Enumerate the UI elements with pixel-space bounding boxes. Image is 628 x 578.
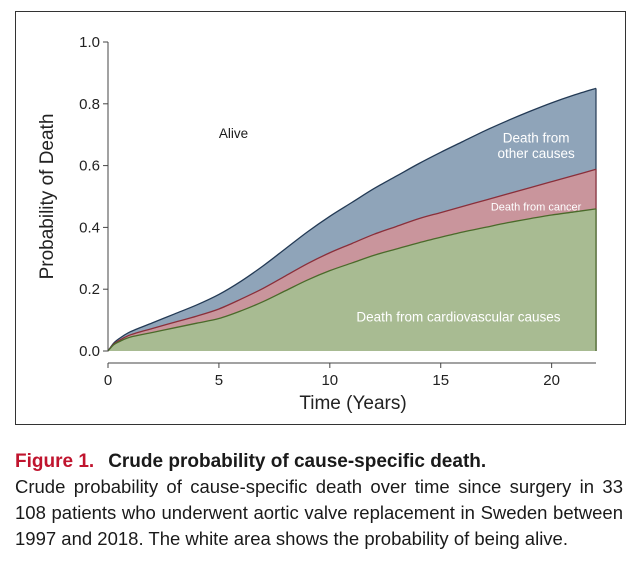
y-tick-label: 0.6 bbox=[79, 158, 100, 175]
caption-title: Crude probability of cause-specific deat… bbox=[108, 451, 487, 472]
line-death-from-cancer bbox=[107, 168, 597, 352]
x-tick-label: 5 bbox=[215, 372, 223, 389]
x-tick-label: 0 bbox=[104, 372, 112, 389]
annotation-label: Death from bbox=[503, 130, 570, 145]
annotation-label: Death from cancer bbox=[491, 201, 582, 213]
y-tick-label: 0.2 bbox=[79, 281, 100, 298]
stacked-area-chart: 0.0 0.2 0.4 0.6 0.8 1.0 0 5 10 15 20 Time (Years) Pr… bbox=[37, 34, 597, 414]
y-tick-label: 0.8 bbox=[79, 96, 100, 113]
x-tick-label: 10 bbox=[321, 372, 338, 389]
annotation-label: other causes bbox=[497, 146, 575, 161]
y-tick-label: 0.4 bbox=[79, 219, 100, 236]
figure-caption: Figure 1. Crude probability of cause-spec… bbox=[15, 450, 623, 552]
x-axis-title: Time (Years) bbox=[299, 393, 406, 414]
y-tick-label: 0.0 bbox=[79, 343, 100, 360]
x-tick-label: 20 bbox=[543, 372, 560, 389]
figure-label: Figure 1. bbox=[15, 451, 95, 472]
x-tick-label: 15 bbox=[432, 372, 449, 389]
annotation-label: Alive bbox=[219, 126, 248, 141]
line-death-from-cardiovascular-causes bbox=[107, 208, 597, 352]
y-axis-title: Probability of Death bbox=[37, 114, 58, 280]
figure-frame: 0.0 0.2 0.4 0.6 0.8 1.0 0 5 10 15 20 Time (Years) Pr… bbox=[15, 11, 626, 425]
caption-body: Crude probability of cause-specific deat… bbox=[15, 476, 623, 549]
y-tick-label: 1.0 bbox=[79, 34, 100, 51]
caption-heading: Figure 1. Crude probability of cause-spec… bbox=[15, 450, 623, 474]
annotation-label: Death from cardiovascular causes bbox=[356, 310, 560, 325]
line-death-from-other-causes bbox=[107, 87, 597, 352]
